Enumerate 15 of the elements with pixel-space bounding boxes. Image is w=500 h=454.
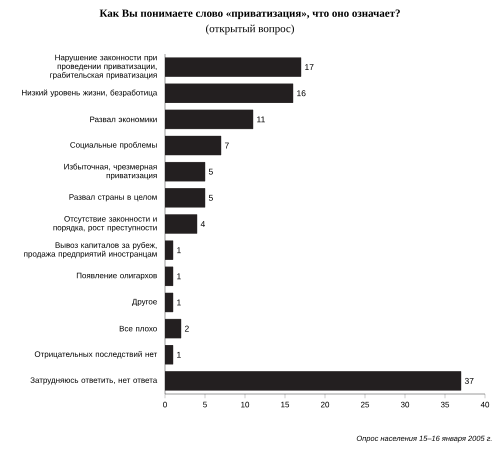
data-label: 7 <box>224 142 229 148</box>
data-label: 5 <box>208 168 213 175</box>
data-label: 1 <box>177 247 181 254</box>
data-label: 1 <box>177 352 181 358</box>
data-label: 5 <box>208 194 213 201</box>
data-label: 17 <box>305 64 314 70</box>
data-label: 4 <box>200 221 205 227</box>
data-label: 16 <box>297 90 306 96</box>
data-label: 37 <box>464 378 474 384</box>
chart-subtitle: (открытый вопрос) <box>206 24 294 34</box>
chart-title: Как Вы понимаете слово «приватизация», что оно означает? <box>100 10 400 20</box>
data-label: 2 <box>184 326 189 332</box>
data-label: 1 <box>177 273 181 280</box>
data-label: 1 <box>177 300 181 306</box>
data-label: 11 <box>257 116 265 122</box>
